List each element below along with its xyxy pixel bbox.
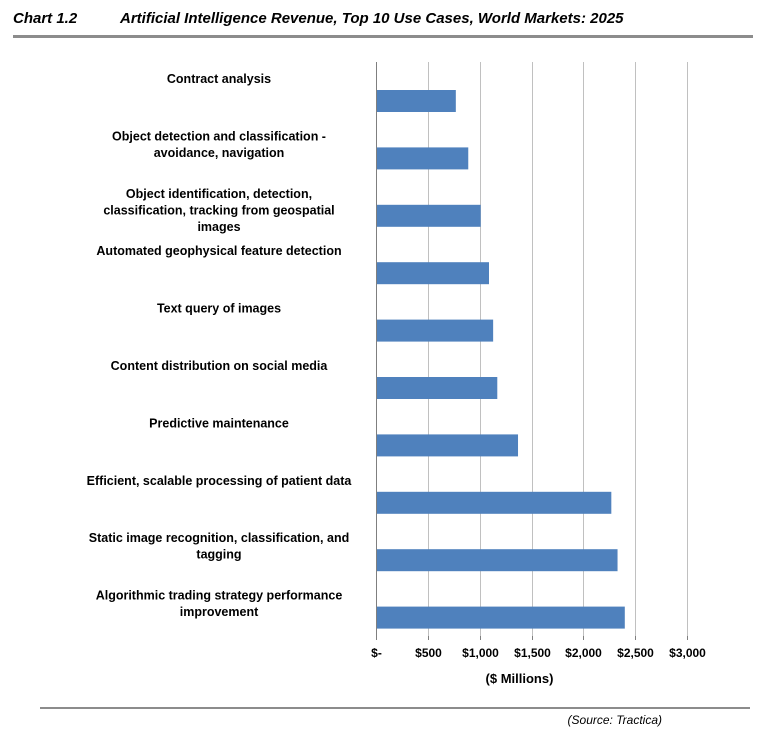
bar [377, 434, 519, 457]
category-label-line: Contract analysis [167, 72, 271, 86]
category-label: Algorithmic trading strategy performance… [96, 589, 343, 620]
category-label-line: Object detection and classification - [112, 129, 326, 143]
category-label: Content distribution on social media [111, 359, 329, 373]
category-label-line: Object identification, detection, [126, 187, 312, 201]
category-label-line: Content distribution on social media [111, 359, 329, 373]
category-label: Object identification, detection, classif… [103, 187, 334, 234]
category-label-line: Algorithmic trading strategy performance [96, 589, 343, 603]
category-label-line: avoidance, navigation [154, 146, 285, 160]
category-label-line: Automated geophysical feature detection [96, 244, 341, 258]
category-label: Predictive maintenance [149, 416, 289, 430]
category-label: Automated geophysical feature detection [96, 244, 341, 258]
x-tick-labels: $- $500 $1,000 $1,500 $2,000 $2,500 $3,000 [371, 646, 706, 660]
bars [377, 90, 625, 629]
category-label-line: Efficient, scalable processing of patien… [87, 474, 353, 488]
bar [377, 377, 498, 399]
x-tick-label: $2,000 [565, 646, 602, 660]
category-label-line: Text query of images [157, 302, 281, 316]
bar [377, 147, 469, 170]
bar [377, 204, 481, 227]
bar [377, 90, 456, 112]
x-tick-label: $2,500 [617, 646, 654, 660]
bar [377, 606, 625, 629]
category-label: Text query of images [157, 302, 281, 316]
chart-header: Chart 1.2 Artificial Intelligence Revenu… [13, 8, 753, 30]
x-tick-label: $3,000 [669, 646, 706, 660]
category-labels: Contract analysis Object detection and cl… [87, 72, 353, 619]
category-label-line: images [197, 220, 240, 234]
bar [377, 491, 612, 514]
header-rule [13, 35, 753, 38]
x-axis-title: ($ Millions) [486, 671, 554, 686]
category-label: Contract analysis [167, 72, 271, 86]
category-label-line: Static image recognition, classification… [89, 531, 349, 545]
category-label-line: tagging [196, 548, 241, 562]
category-label-line: classification, tracking from geospatial [103, 203, 334, 217]
category-label: Static image recognition, classification… [89, 531, 349, 562]
bar-chart: Contract analysis Object detection and cl… [87, 62, 706, 686]
x-tick-label: $500 [415, 646, 442, 660]
x-tick-label: $1,500 [514, 646, 551, 660]
gridlines [376, 62, 688, 640]
category-label-line: improvement [180, 605, 259, 619]
chart-title: Artificial Intelligence Revenue, Top 10 … [120, 10, 624, 27]
category-label: Efficient, scalable processing of patien… [87, 474, 353, 488]
x-tick-label: $1,000 [462, 646, 499, 660]
category-label-line: Predictive maintenance [149, 416, 289, 430]
source-note: (Source: Tractica) [567, 713, 662, 727]
category-label: Object detection and classification - avo… [112, 129, 326, 160]
footer-rule [40, 707, 750, 709]
x-tick-label: $- [371, 646, 382, 660]
bar [377, 549, 618, 572]
bar [377, 262, 489, 285]
chart-number: Chart 1.2 [13, 10, 78, 27]
bar [377, 319, 494, 342]
